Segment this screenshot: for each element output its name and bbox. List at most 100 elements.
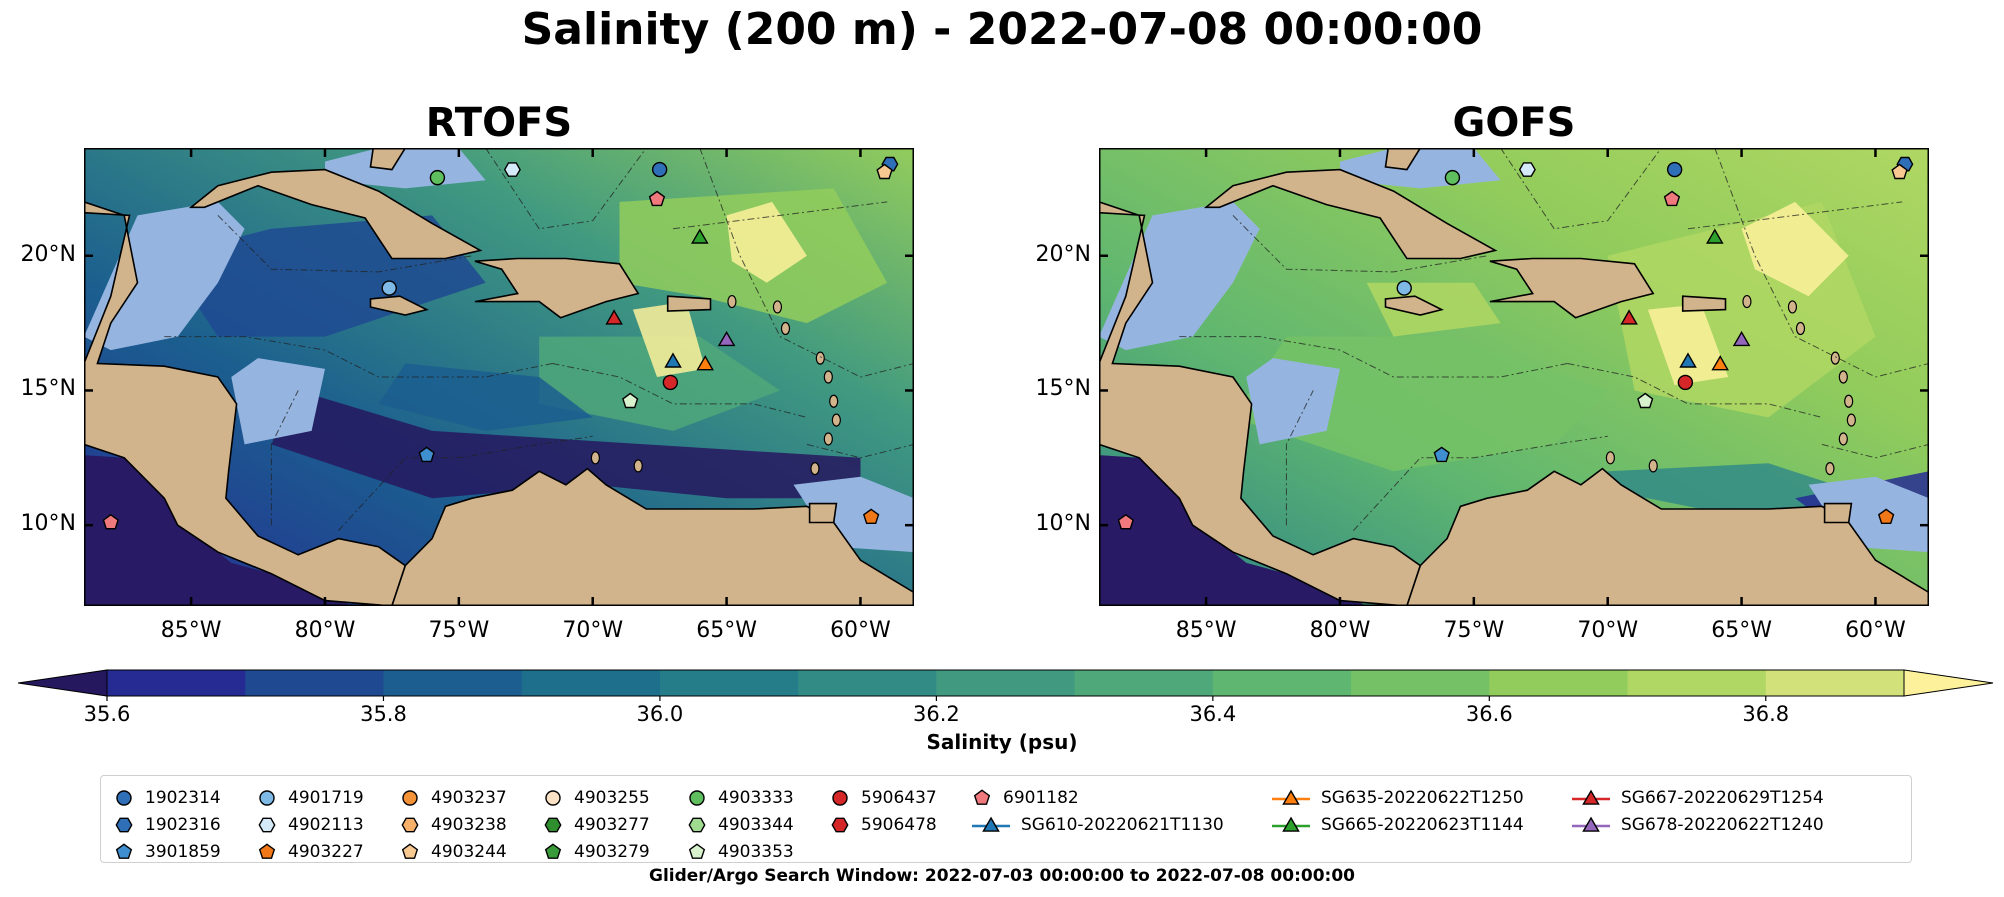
island [1648,459,1658,473]
eez-boundary [1179,336,1568,378]
eez-boundary [552,363,808,418]
island [1825,462,1835,476]
y-tick-label: 20°N [20,241,76,267]
obs-marker-4903353 [1637,392,1654,409]
island [727,294,737,309]
colorbar-tick-label: 36.4 [1189,702,1236,724]
colorbar-extend-high [1903,669,1994,697]
legend-marker-triangle-line [1572,789,1610,805]
legend-symbol [688,817,706,832]
legend-marker-pentagon [258,842,276,859]
legend-label: 4903277 [574,814,650,835]
obs-marker-4903353 [622,392,639,409]
eez-boundary [270,390,299,526]
legend-symbol [1582,789,1600,805]
x-tick-label: 85°W [160,618,222,643]
legend-item: 3901859 [113,838,221,865]
legend-label: SG665-20220623T1144 [1321,814,1524,835]
legend-column: 1902314 1902316 3901859 [113,784,221,865]
colorbar-tick-label: 35.8 [360,702,407,724]
legend-label: SG667-20220629T1254 [1621,787,1824,808]
legend-label: 5906437 [861,787,937,808]
land-mass [369,148,407,171]
continental-shelf [1808,476,1929,553]
obs-marker-4903244 [1891,163,1908,180]
legend-item: 4903238 [399,811,507,838]
legend-symbol [1282,789,1300,805]
y-tick-label: 20°N [1035,241,1091,267]
legend-symbol [259,789,275,806]
legend-column: SG635-20220622T1250 SG665-20220623T1144 [1271,784,1524,838]
island [815,351,825,365]
legend-symbol [258,817,276,832]
legend-item: 4903279 [542,838,650,865]
salinity-contour-region [632,301,706,377]
y-tick-label: 10°N [1035,511,1091,537]
y-tick-label: 15°N [20,376,76,402]
colorbar-bin [659,670,799,696]
eez-boundary [1285,390,1314,526]
eez-boundary [1232,215,1488,273]
pacific-ocean [1099,455,1367,606]
obs-marker-4903333 [1444,169,1461,186]
salinity-contour-region [1647,304,1729,386]
legend-marker-pentagon [688,842,706,859]
continental-shelf [1340,148,1501,189]
island [1787,300,1798,314]
legend: 1902314 1902316 3901859 4901719 4902113 49032… [100,775,1912,863]
eez-boundary [1567,363,1823,418]
legend-marker-hexagon [401,817,419,832]
island [590,451,600,465]
eez-boundary [217,215,473,273]
legend-item: 5906437 [829,784,937,811]
map-panel-rtofs [84,148,914,606]
colorbar-bin [521,670,661,696]
legend-column: 4903333 4903344 4903353 [686,784,794,865]
legend-item: SG610-20220621T1130 [971,811,1224,838]
colorbar: 35.6 35.8 36.0 36.2 36.4 36.6 36.8 [18,669,1994,724]
island [1844,394,1854,408]
panel-title-rtofs: RTOFS [425,100,573,146]
legend-item: 1902316 [113,811,221,838]
x-tick-label: 60°W [830,618,891,643]
legend-label: 4903333 [718,787,794,808]
legend-label: 4903255 [574,787,650,808]
land-mass [666,295,712,312]
obs-marker-sg635-20220622t1250 [1711,355,1729,371]
legend-item: 5906478 [829,811,937,838]
map-panel-gofs [1099,148,1929,606]
obs-marker-4902113 [503,162,521,177]
legend-symbol [401,842,419,859]
obs-marker-6901182 [1117,513,1134,530]
obs-marker-sg635-20220622t1250 [696,355,714,371]
x-tick-label: 65°W [1711,618,1772,643]
obs-marker-5906437 [662,374,679,391]
x-tick-label: 60°W [1845,618,1906,643]
island [633,459,643,473]
x-tick-label: 65°W [696,618,757,643]
legend-label: 4903344 [718,814,794,835]
salinity-contour-region [271,390,861,499]
legend-label: SG610-20220621T1130 [1021,814,1224,835]
legend-label: 4901719 [288,787,364,808]
legend-marker-triangle-line [1572,816,1610,832]
x-tick-label: 75°W [1443,618,1505,643]
map-frame [1099,148,1929,606]
island [1846,413,1856,427]
legend-label: 4903279 [574,841,650,862]
legend-item: SG678-20220622T1240 [1571,811,1824,838]
legend-marker-pentagon [544,842,562,859]
obs-marker-sg610-20220621t1130 [664,352,682,368]
legend-symbol [982,816,1000,832]
legend-symbol [545,789,561,806]
legend-item: 4903353 [686,838,794,865]
legend-item: 1902314 [113,784,221,811]
obs-marker-4901719 [1396,280,1412,296]
colorbar-tick-label: 36.0 [637,702,684,724]
eez-boundary [672,201,888,230]
colorbar-bin [1765,670,1905,696]
obs-marker-sg610-20220621t1130 [1679,352,1697,368]
colorbar-bin [1627,670,1767,696]
land-mass [474,257,640,319]
continental-shelf [793,476,914,553]
